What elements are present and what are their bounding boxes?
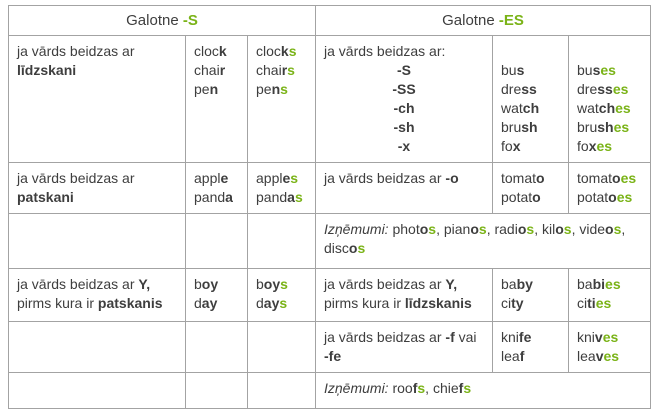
y-consonant-plural-cell: babies cities (568, 268, 651, 322)
empty-cell (8, 213, 186, 269)
consonant-plural-cell: clocks chairs pens (247, 35, 316, 163)
empty-cell (185, 213, 248, 269)
rule-vowel-cell: ja vārds beidzas ar patskani (8, 162, 186, 214)
row-vowel-o: ja vārds beidzas ar patskani apple panda … (8, 162, 651, 214)
empty-cell (247, 372, 316, 409)
header-row: Galotne -S Galotne -ES (8, 5, 651, 36)
header-galotne-es: Galotne -ES (315, 5, 651, 36)
rule-es-endings-list: -S -SS -ch -sh -x (392, 62, 416, 154)
rule-y-consonant-cell: ja vārds beidzas ar Y, pirms kura ir līd… (315, 268, 493, 322)
o-singular-cell: tomato potato (492, 162, 569, 214)
row-f-fe: ja vārds beidzas ar -f vai -fe knife leaf… (8, 321, 651, 373)
rule-f-fe-cell: ja vārds beidzas ar -f vai -fe (315, 321, 493, 373)
empty-cell (8, 372, 186, 409)
empty-cell (247, 321, 316, 373)
f-exceptions-cell: Izņēmumi: roofs, chiefs (315, 372, 651, 409)
rule-es-endings-cell: ja vārds beidzas ar: -S -SS -ch -sh -x (315, 35, 493, 163)
f-fe-plural-cell: knives leaves (568, 321, 651, 373)
o-plural-cell: tomatoes potatoes (568, 162, 651, 214)
y-vowel-singular-cell: boy day (185, 268, 248, 322)
f-fe-singular-cell: knife leaf (492, 321, 569, 373)
vowel-singular-cell: apple panda (185, 162, 248, 214)
rule-o-cell: ja vārds beidzas ar -o (315, 162, 493, 214)
row-o-exceptions: Izņēmumi: photos, pianos, radios, kilos,… (8, 213, 651, 269)
plural-rules-table: Galotne -S Galotne -ES ja vārds beidzas … (8, 5, 651, 409)
empty-cell (247, 213, 316, 269)
rule-es-intro: ja vārds beidzas ar: (324, 43, 446, 59)
y-consonant-singular-cell: baby city (492, 268, 569, 322)
es-plural-cell: buses dresses watches brushes foxes (568, 35, 651, 163)
consonant-singular-cell: clock chair pen (185, 35, 248, 163)
header-galotne-s: Galotne -S (8, 5, 316, 36)
rule-consonant-cell: ja vārds beidzas ar līdzskani (8, 35, 186, 163)
empty-cell (185, 321, 248, 373)
empty-cell (185, 372, 248, 409)
row-y-rules: ja vārds beidzas ar Y, pirms kura ir pat… (8, 268, 651, 322)
row-f-exceptions: Izņēmumi: roofs, chiefs (8, 372, 651, 409)
vowel-plural-cell: apples pandas (247, 162, 316, 214)
es-singular-cell: bus dress watch brush fox (492, 35, 569, 163)
row-consonant-es: ja vārds beidzas ar līdzskani clock chair… (8, 35, 651, 163)
o-exceptions-cell: Izņēmumi: photos, pianos, radios, kilos,… (315, 213, 651, 269)
rule-y-vowel-cell: ja vārds beidzas ar Y, pirms kura ir pat… (8, 268, 186, 322)
empty-cell (8, 321, 186, 373)
y-vowel-plural-cell: boys days (247, 268, 316, 322)
